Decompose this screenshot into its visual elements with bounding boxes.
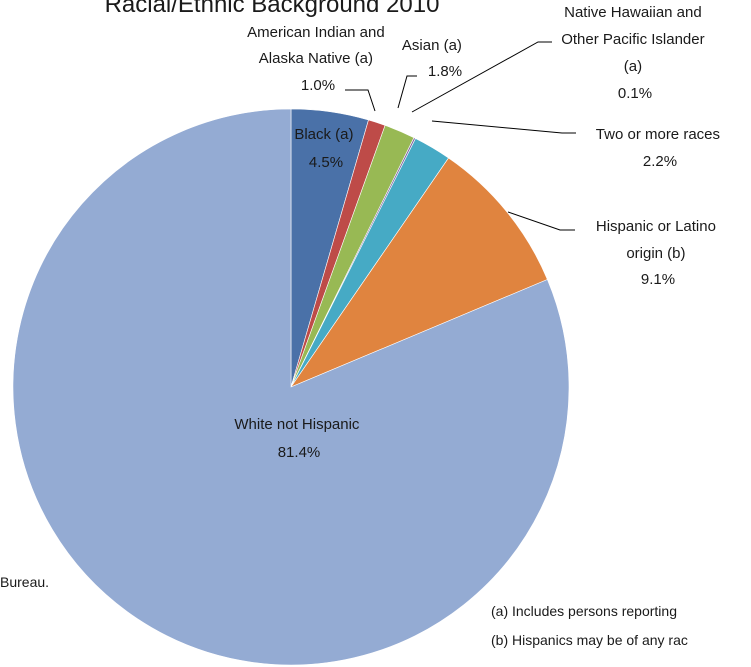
- leader-lines: [345, 41, 576, 231]
- leader-line-asian: [397, 75, 417, 109]
- footnote-b: (b) Hispanics may be of any rac: [491, 632, 688, 648]
- chart-notes: Bureau. (a) Includes persons reporting (…: [0, 574, 688, 648]
- slice-label-american-indian: American Indian and Alaska Native (a) 1.…: [247, 24, 389, 94]
- slice-label-two-or-more: Two or more races 2.2%: [596, 126, 724, 170]
- slice-labels: Black (a) 4.5% American Indian and Alask…: [234, 4, 724, 461]
- leader-line-hispanic: [507, 211, 575, 231]
- leader-line-american-indian: [345, 89, 376, 112]
- slice-label-hispanic: Hispanic or Latino origin (b) 9.1%: [596, 218, 720, 288]
- chart-title: Racial/Ethnic Background 2010: [105, 0, 440, 18]
- pie-slice-6: [12, 108, 570, 666]
- slice-label-white: White not Hispanic 81.4%: [234, 416, 363, 461]
- slice-label-black: Black (a) 4.5%: [294, 126, 357, 171]
- leader-line-two-or-more: [431, 120, 576, 134]
- pie-slice-5: [290, 157, 548, 388]
- slice-label-pacific-islander: Native Hawaiian and Other Pacific Island…: [561, 4, 709, 102]
- leader-line-pacific-islander: [411, 41, 552, 113]
- source-note: Bureau.: [0, 574, 49, 590]
- pie-slices: [12, 108, 570, 666]
- footnote-a: (a) Includes persons reporting: [491, 603, 677, 619]
- slice-label-asian: Asian (a) 1.8%: [402, 37, 466, 80]
